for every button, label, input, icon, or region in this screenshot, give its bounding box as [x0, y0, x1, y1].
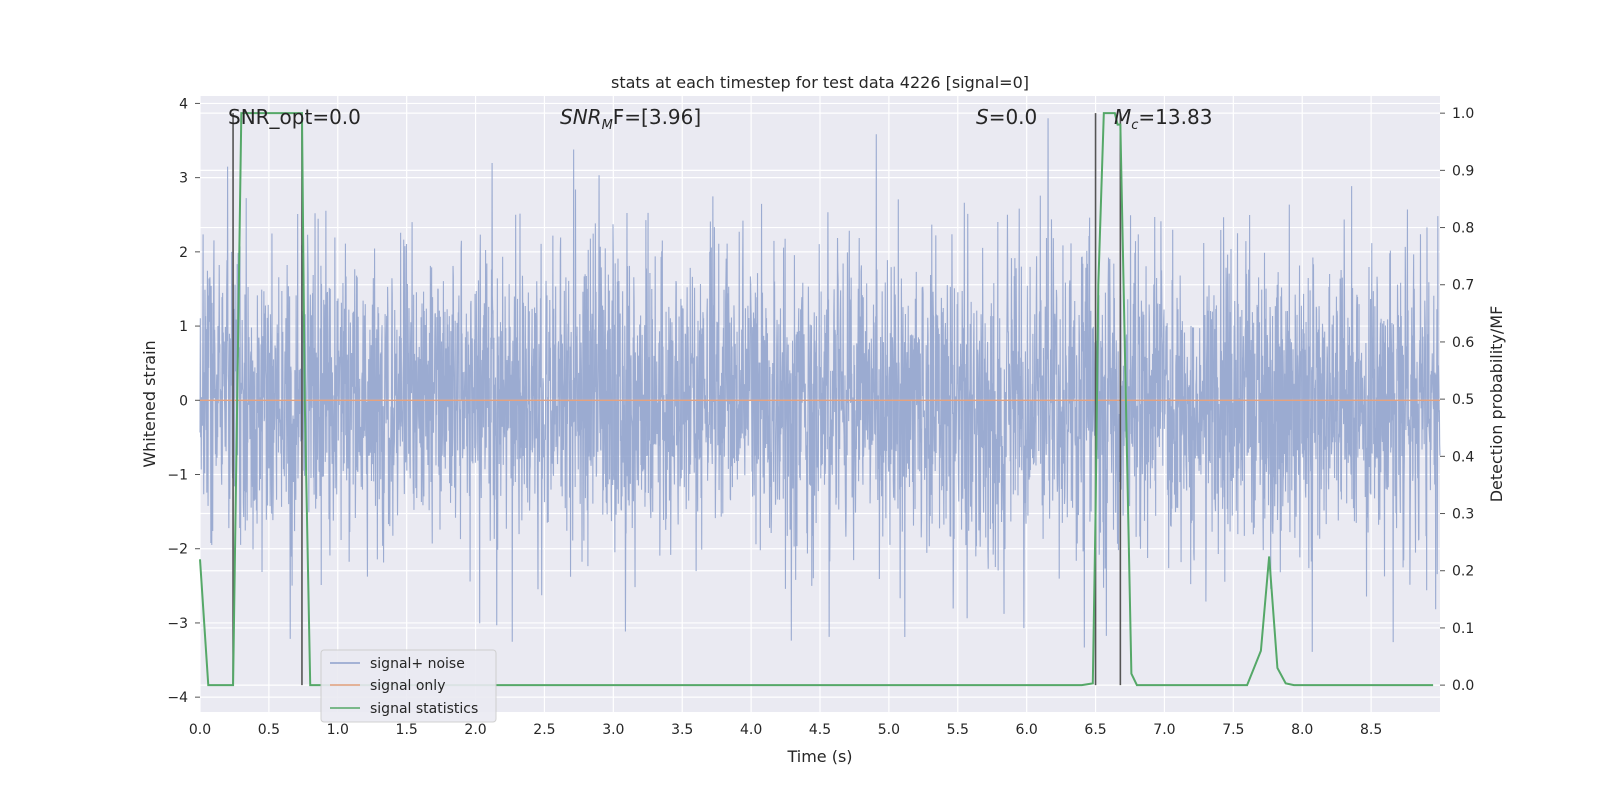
legend-label-signal-noise: signal+ noise	[370, 656, 465, 672]
y-tick-label-right: 0.1	[1452, 621, 1474, 637]
series-signal-statistics-line	[199, 112, 1434, 687]
y-tick-label-left: −1	[167, 468, 188, 484]
x-axis-label: Time (s)	[786, 747, 852, 766]
legend-box	[320, 649, 497, 723]
s-rest: =0.0	[989, 105, 1038, 129]
legend: signal+ noise signal only signal statist…	[320, 649, 497, 723]
strain-layer	[199, 118, 1441, 652]
y-tick-label-left: −2	[167, 542, 188, 558]
legend-label-signal-only: signal only	[370, 678, 445, 694]
x-tick-label: 4.5	[809, 722, 831, 738]
x-tick-label: 6.0	[1016, 722, 1038, 738]
y-tick-label-right: 0.7	[1452, 278, 1474, 294]
x-tick-label: 8.5	[1360, 722, 1382, 738]
x-tick-label: 0.0	[189, 722, 211, 738]
snr-mf-sub: M	[602, 118, 613, 133]
legend-label-signal-statistics: signal statistics	[370, 701, 478, 717]
x-tick-label: 5.5	[947, 722, 969, 738]
y-tick-label-right: 0.8	[1452, 221, 1474, 237]
y-tick-label-right: 1.0	[1452, 106, 1474, 122]
snr-mf-rest: F=[3.96]	[613, 105, 701, 129]
y-tick-label-right: 0.0	[1452, 678, 1474, 694]
ticks: 0.0 0.5 1.0 1.5 2.0 2.5 3.0 3.5 4.0 4.5 5.0 5.5 6.0 6…	[167, 96, 1474, 738]
chart-title: stats at each timestep for test data 422…	[611, 73, 1029, 92]
x-tick-label: 3.0	[602, 722, 624, 738]
annotation-snr-mf: SNRMF=[3.96]	[560, 105, 701, 133]
annotation-snr-opt: SNR_opt=0.0	[228, 105, 361, 129]
snr-mf-main: SNR	[560, 105, 602, 129]
markers-layer	[232, 113, 1122, 686]
y-tick-label-left: 1	[179, 319, 188, 335]
x-tick-label: 3.5	[671, 722, 693, 738]
y-tick-label-left: −4	[167, 690, 188, 706]
mc-main: M	[1114, 105, 1131, 129]
y-tick-label-left: −3	[167, 616, 188, 632]
x-tick-label: 2.0	[464, 722, 486, 738]
y-axis-label-right: Detection probability/MF	[1487, 306, 1506, 503]
x-tick-label: 1.5	[396, 722, 418, 738]
x-tick-label: 1.0	[327, 722, 349, 738]
stats-layer	[199, 112, 1434, 687]
x-tick-label: 5.0	[878, 722, 900, 738]
x-tick-label: 0.5	[258, 722, 280, 738]
y-axis-label-left: Whitened strain	[140, 340, 159, 467]
x-tick-label: 7.0	[1153, 722, 1175, 738]
y-tick-label-left: 0	[179, 393, 188, 409]
annotation-mc: Mc=13.83	[1114, 105, 1212, 133]
y-tick-label-right: 0.9	[1452, 163, 1474, 179]
y-tick-label-left: 4	[179, 96, 188, 112]
mc-rest: =13.83	[1138, 105, 1212, 129]
mc-sub: c	[1131, 118, 1138, 133]
series-signal-noise-line	[199, 118, 1441, 652]
y-tick-label-right: 0.6	[1452, 335, 1474, 351]
x-tick-label: 7.5	[1222, 722, 1244, 738]
y-tick-label-right: 0.3	[1452, 507, 1474, 523]
y-tick-label-left: 2	[179, 245, 188, 261]
y-tick-label-right: 0.2	[1452, 564, 1474, 580]
x-tick-label: 4.0	[740, 722, 762, 738]
annotation-s: S=0.0	[976, 105, 1037, 129]
x-tick-label: 8.0	[1291, 722, 1313, 738]
s-main: S	[976, 105, 989, 129]
y-tick-label-right: 0.4	[1452, 449, 1474, 465]
x-tick-label: 2.5	[533, 722, 555, 738]
x-tick-label: 6.5	[1084, 722, 1106, 738]
y-tick-label-left: 3	[179, 171, 188, 187]
y-tick-label-right: 0.5	[1452, 392, 1474, 408]
